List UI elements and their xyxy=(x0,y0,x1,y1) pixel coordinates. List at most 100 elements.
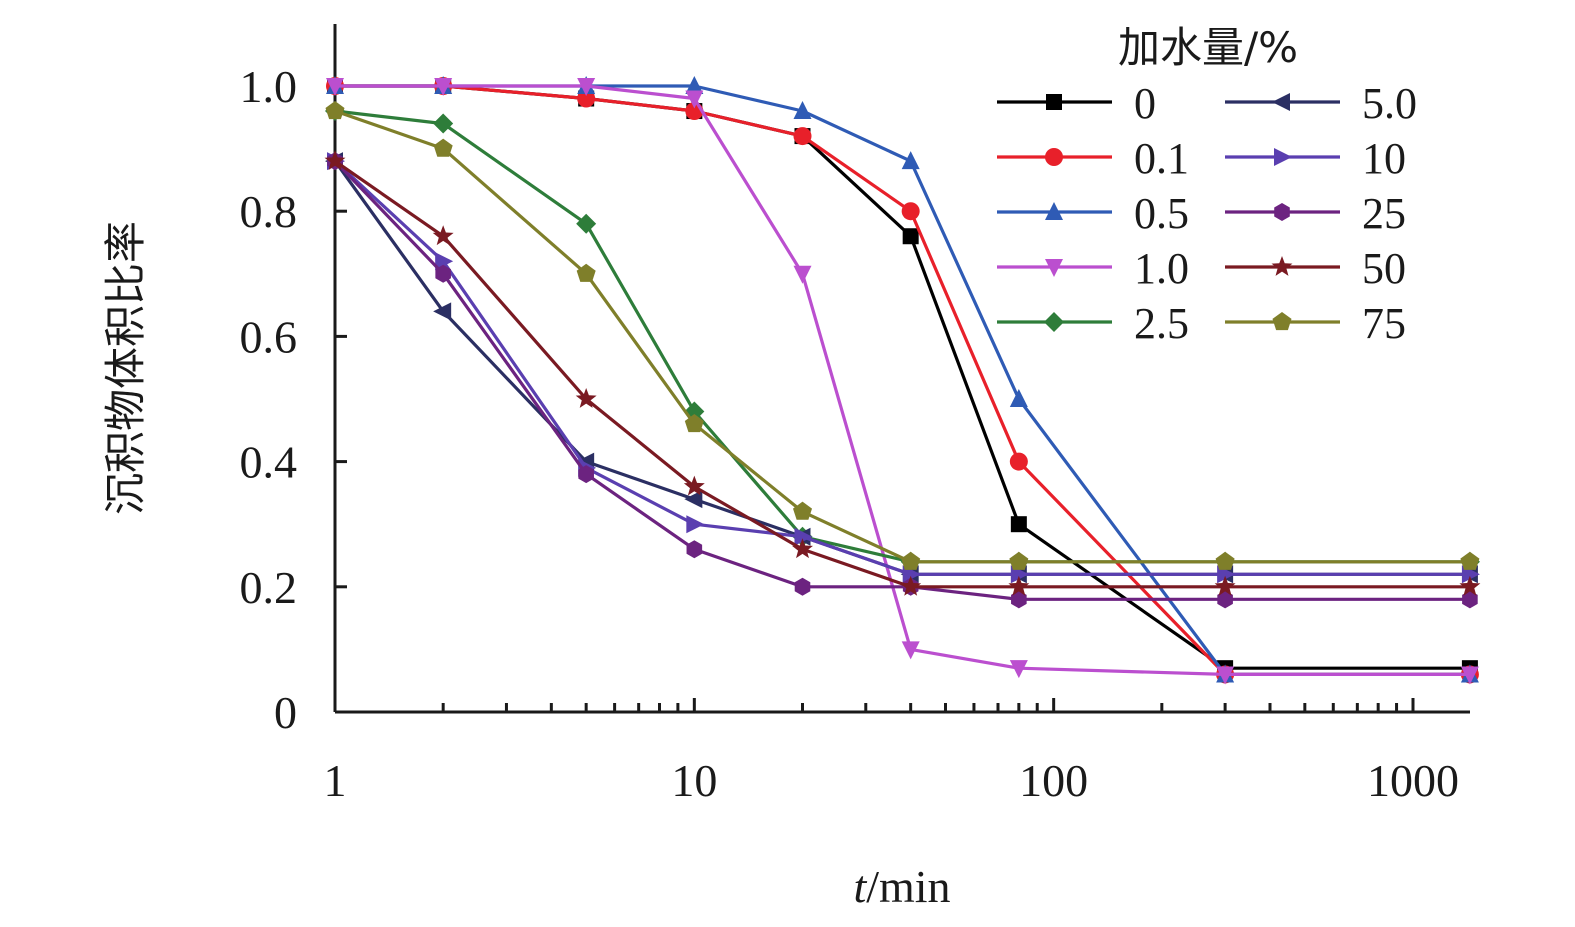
data-point xyxy=(794,527,813,546)
data-point xyxy=(325,101,345,120)
legend-label: 25 xyxy=(1362,189,1406,238)
series-line xyxy=(334,109,1470,564)
legend-label: 0.5 xyxy=(1134,189,1189,238)
y-axis-title: 沉积物体积比率 xyxy=(101,221,150,515)
legend-entry: 0 xyxy=(997,79,1156,128)
legend-marker xyxy=(1045,202,1063,220)
data-point xyxy=(1011,590,1027,609)
y-tick-label: 0 xyxy=(274,687,297,738)
data-point xyxy=(684,414,704,433)
legend-entry: 2.5 xyxy=(997,299,1189,348)
legend-entry: 0.1 xyxy=(997,134,1189,183)
data-point xyxy=(577,89,596,108)
data-point xyxy=(685,76,704,94)
legend-marker xyxy=(1271,256,1293,276)
data-point xyxy=(577,78,596,96)
x-tick-label: 1 xyxy=(324,755,347,806)
x-axis-title-italic: t xyxy=(853,861,867,912)
data-point xyxy=(326,78,344,96)
data-point xyxy=(902,228,919,245)
legend-entry: 0.5 xyxy=(997,189,1189,238)
legend-label: 0.1 xyxy=(1134,134,1189,183)
series-50 xyxy=(324,150,1481,596)
data-point xyxy=(1009,389,1028,407)
legend-label: 75 xyxy=(1362,299,1406,348)
data-point xyxy=(576,213,597,234)
legend-label: 0 xyxy=(1134,79,1156,128)
series-5.0 xyxy=(325,152,1478,584)
data-point xyxy=(793,265,812,284)
legend-marker xyxy=(1272,93,1290,111)
data-point xyxy=(1215,551,1235,570)
legend-marker xyxy=(1045,259,1063,277)
data-point xyxy=(901,551,921,570)
legend-marker xyxy=(1045,148,1063,166)
legend-entry: 50 xyxy=(1225,244,1406,293)
legend-entry: 10 xyxy=(1225,134,1406,183)
data-point xyxy=(324,150,346,171)
legend: 加水量/% 0 0.1 0.5 1.0 2.5 5.0 10 25 50 75 xyxy=(997,23,1417,348)
series-line xyxy=(333,160,1470,576)
legend-label: 10 xyxy=(1362,134,1406,183)
legend-entry: 75 xyxy=(1225,299,1406,348)
series-1.0 xyxy=(326,78,1479,685)
data-point xyxy=(1214,575,1236,596)
x-tick-label: 1000 xyxy=(1367,755,1459,806)
legend-title: 加水量/% xyxy=(1118,23,1298,72)
data-point xyxy=(794,577,811,596)
series-line xyxy=(334,109,1470,564)
y-tick-label: 0.6 xyxy=(240,311,298,362)
data-point xyxy=(1459,575,1481,596)
data-point xyxy=(686,515,705,534)
series-2.5 xyxy=(325,101,1480,572)
legend-label: 2.5 xyxy=(1134,299,1189,348)
data-point xyxy=(1216,666,1235,685)
data-point xyxy=(1462,590,1478,609)
series-0.5 xyxy=(326,76,1479,683)
data-point xyxy=(1010,516,1027,533)
legend-label: 1.0 xyxy=(1134,244,1189,293)
data-point xyxy=(576,263,596,282)
series-10 xyxy=(327,152,1480,584)
data-point xyxy=(685,90,704,109)
series-75 xyxy=(325,101,1480,570)
x-axis-title: t/min xyxy=(853,861,950,912)
data-point xyxy=(1460,551,1480,570)
data-point xyxy=(575,388,597,408)
x-tick-label: 100 xyxy=(1019,755,1088,806)
data-point xyxy=(901,151,920,170)
legend-entry: 1.0 xyxy=(997,244,1189,293)
data-point xyxy=(432,225,454,246)
data-point xyxy=(793,101,812,120)
legend-label: 5.0 xyxy=(1362,79,1417,128)
data-point xyxy=(1008,575,1030,596)
data-point xyxy=(686,540,703,559)
data-point xyxy=(1009,551,1029,570)
data-point xyxy=(901,202,920,221)
legend-marker xyxy=(1272,312,1292,331)
axes: 00.20.40.60.81.01 10 100 1000 xyxy=(240,24,1470,806)
series-25 xyxy=(327,152,1478,609)
data-point xyxy=(435,252,454,271)
series-layer xyxy=(324,76,1481,685)
x-tick-label: 10 xyxy=(671,755,717,806)
data-point xyxy=(792,538,813,559)
data-point xyxy=(434,78,453,96)
series-line xyxy=(334,159,1470,589)
legend-marker xyxy=(1274,148,1292,166)
legend-marker xyxy=(1274,203,1290,221)
data-point xyxy=(900,575,922,596)
legend-entry: 5.0 xyxy=(1225,79,1417,128)
data-point xyxy=(433,138,453,157)
data-point xyxy=(578,465,594,484)
y-tick-label: 0.8 xyxy=(240,186,298,237)
y-tick-label: 0.4 xyxy=(240,437,298,488)
data-point xyxy=(1217,590,1233,609)
data-point xyxy=(793,127,812,146)
data-point xyxy=(1009,452,1028,471)
data-point xyxy=(792,501,813,520)
y-tick-label: 1.0 xyxy=(240,61,298,112)
data-point xyxy=(433,113,454,134)
legend-marker xyxy=(1046,94,1062,110)
